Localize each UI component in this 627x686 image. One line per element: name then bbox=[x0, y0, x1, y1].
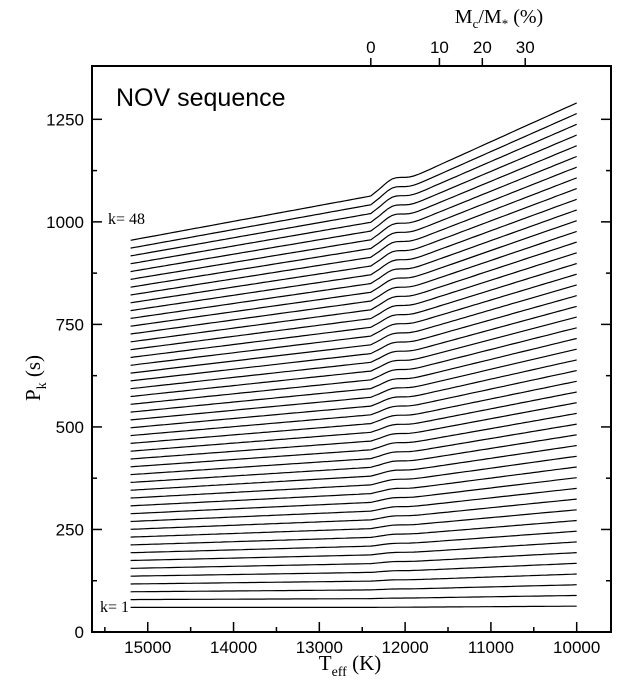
mode-line-k46 bbox=[130, 123, 577, 257]
mode-line-k36 bbox=[130, 230, 577, 335]
mode-line-k18 bbox=[130, 423, 577, 476]
mode-line-k26 bbox=[130, 337, 577, 413]
x-tick-label: 10000 bbox=[553, 638, 600, 657]
mode-line-k22 bbox=[130, 380, 577, 444]
mode-line-k33 bbox=[130, 262, 577, 359]
top-tick-label: 10 bbox=[430, 38, 449, 57]
mode-line-k23 bbox=[130, 370, 577, 437]
y-tick-label: 250 bbox=[56, 520, 84, 539]
mode-line-k48 bbox=[130, 102, 577, 241]
y-tick-label: 500 bbox=[56, 418, 84, 437]
chart-title: NOV sequence bbox=[116, 84, 286, 112]
mode-line-k37 bbox=[130, 220, 577, 327]
mode-line-k2 bbox=[130, 594, 577, 601]
x-tick-label: 11000 bbox=[468, 638, 514, 657]
mode-line-k7 bbox=[130, 541, 577, 562]
top-axis-label: Mc/M* (%) bbox=[455, 6, 543, 31]
top-tick-label: 30 bbox=[516, 38, 535, 57]
mode-line-k20 bbox=[130, 402, 577, 460]
mode-line-k44 bbox=[130, 145, 577, 273]
mode-line-k41 bbox=[130, 177, 577, 296]
mode-line-k15 bbox=[130, 455, 577, 499]
mode-line-k35 bbox=[130, 241, 577, 343]
top-tick-label: 20 bbox=[473, 38, 492, 57]
mode-line-k31 bbox=[130, 284, 577, 374]
mode-line-k9 bbox=[130, 519, 577, 546]
y-axis-label: Pk (s) bbox=[21, 355, 50, 401]
top-axis: 0 10 20 30 bbox=[366, 38, 551, 67]
top-tick-label: 0 bbox=[366, 38, 375, 57]
mode-line-k43 bbox=[130, 155, 577, 280]
mode-line-k34 bbox=[130, 252, 577, 351]
label-k-first: k= 1 bbox=[100, 599, 129, 616]
x-axis: 15000 14000 13000 12000 11000 10000 bbox=[104, 622, 600, 657]
mode-line-k21 bbox=[130, 391, 577, 452]
mode-curves bbox=[130, 102, 577, 609]
mode-line-k14 bbox=[130, 466, 577, 507]
mode-line-k4 bbox=[130, 573, 577, 585]
mode-line-k16 bbox=[130, 444, 577, 491]
mode-line-k5 bbox=[130, 562, 577, 577]
mode-line-k19 bbox=[130, 412, 577, 468]
mode-line-k8 bbox=[130, 530, 577, 554]
mode-line-k25 bbox=[130, 348, 577, 421]
mode-line-k45 bbox=[130, 134, 577, 265]
mode-line-k17 bbox=[130, 434, 577, 483]
mode-line-k12 bbox=[130, 487, 577, 523]
y-tick-label: 1000 bbox=[46, 213, 84, 232]
y-tick-label: 1250 bbox=[46, 110, 84, 129]
x-tick-label: 14000 bbox=[210, 638, 257, 657]
mode-line-k1 bbox=[130, 605, 577, 609]
x-tick-label: 13000 bbox=[296, 638, 343, 657]
plot-frame bbox=[91, 65, 612, 633]
mode-line-k6 bbox=[130, 552, 577, 569]
x-tick-label: 15000 bbox=[124, 638, 171, 657]
mode-line-k27 bbox=[130, 327, 577, 405]
y-tick-label: 0 bbox=[75, 623, 84, 642]
mode-line-k24 bbox=[130, 359, 577, 429]
y-axis: 0 250 500 750 1000 1250 bbox=[46, 110, 611, 642]
mode-line-k38 bbox=[130, 209, 577, 319]
x-tick-label: 12000 bbox=[381, 638, 428, 657]
x-axis-label: Teff (K) bbox=[319, 651, 382, 680]
mode-line-k40 bbox=[130, 188, 577, 304]
mode-line-k39 bbox=[130, 198, 577, 312]
mode-line-k42 bbox=[130, 166, 577, 288]
mode-line-k11 bbox=[130, 498, 577, 530]
mode-line-k32 bbox=[130, 273, 577, 366]
mode-line-k10 bbox=[130, 509, 577, 538]
y-tick-label: 750 bbox=[56, 315, 84, 334]
mode-line-k28 bbox=[130, 316, 577, 398]
mode-line-k13 bbox=[130, 477, 577, 515]
label-k-last: k= 48 bbox=[108, 211, 145, 228]
mode-line-k47 bbox=[130, 113, 577, 249]
mode-line-k30 bbox=[130, 295, 577, 382]
mode-line-k3 bbox=[130, 584, 577, 593]
mode-line-k29 bbox=[130, 305, 577, 390]
